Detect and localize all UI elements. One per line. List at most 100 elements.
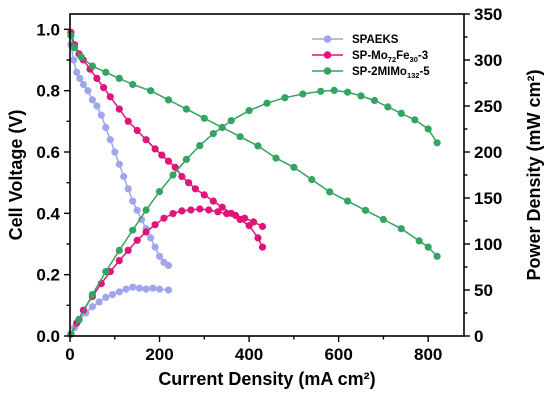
sp-2mimo132-5-power-point xyxy=(209,130,217,138)
sp-2mimo132-5-power-point xyxy=(281,94,289,102)
left-y-tick-label: 1.0 xyxy=(36,20,60,39)
left-y-tick-label: 0.2 xyxy=(36,266,60,285)
spaeks-voltage-point xyxy=(84,87,92,95)
legend: SPAEKS SP-Mo72Fe30-3 SP-2MIMo132-5 xyxy=(312,34,430,80)
sp-2mimo132-5-power-point xyxy=(397,109,405,117)
sp-2mimo132-5-voltage-point xyxy=(344,197,352,205)
sp-2mimo132-5-power-series xyxy=(67,86,441,338)
spaeks-voltage-point xyxy=(120,172,128,181)
left-y-tick-label: 0.8 xyxy=(36,82,60,101)
spaeks-voltage-point xyxy=(76,74,84,82)
sp-2mimo132-5-power-point xyxy=(370,96,379,105)
sp-mo72fe30-3-voltage-point xyxy=(133,126,141,135)
sp-2mimo132-5-voltage-point xyxy=(379,215,387,224)
sp-2mimo132-5-power-point xyxy=(330,86,338,94)
legend-item-sp-2mimo132-5: SP-2MIMo132-5 xyxy=(312,66,430,80)
sp-mo72fe30-3-power-line xyxy=(70,208,263,335)
sp-2mimo132-5-voltage-point xyxy=(88,62,96,70)
left-y-tick-label: 0.4 xyxy=(36,204,60,223)
sp-mo72fe30-3-voltage-point xyxy=(93,74,101,82)
spaeks-voltage-point xyxy=(151,243,159,251)
sp-2mimo132-5-voltage-point xyxy=(254,142,262,150)
spaeks-voltage-point xyxy=(164,261,173,270)
sp-2mimo132-5-power-point xyxy=(245,107,253,115)
sp-mo72fe30-3-voltage-point xyxy=(171,163,179,171)
sp-mo72fe30-3-power-point xyxy=(223,210,231,218)
spaeks-voltage-point xyxy=(133,206,141,214)
spaeks-voltage-point xyxy=(155,252,164,260)
sp-mo72fe30-3-power-point xyxy=(241,214,249,222)
sp-2mimo132-5-voltage-point xyxy=(397,225,405,233)
sp-mo72fe30-3-voltage-point xyxy=(151,145,159,153)
sp-2mimo132-5-power-point xyxy=(142,206,150,214)
right-y-axis-title: Power Density (mW cm²) xyxy=(524,69,544,280)
right-y-tick-label: 50 xyxy=(474,281,493,300)
spaeks-power-point xyxy=(155,285,164,293)
sp-mo72fe30-3-power-point xyxy=(187,206,195,214)
sp-mo72fe30-3-power-point xyxy=(115,257,123,265)
x-tick-label: 800 xyxy=(414,345,442,364)
sp-2mimo132-5-power-point xyxy=(384,103,392,111)
spaeks-power-point xyxy=(149,284,157,292)
sp-mo72fe30-3-voltage-point xyxy=(178,172,186,181)
sp-mo72fe30-3-power-point xyxy=(258,222,267,231)
sp-mo72fe30-3-voltage-point xyxy=(218,203,226,211)
spaeks-power-point xyxy=(95,298,103,306)
right-y-tick-label: 100 xyxy=(474,235,502,254)
sp-2mimo132-5-power-point xyxy=(102,268,110,276)
x-tick-label: 0 xyxy=(65,345,74,364)
spaeks-power-point xyxy=(122,285,130,293)
sp-mo72fe30-3-power-point xyxy=(178,207,186,215)
series-layer xyxy=(67,28,441,338)
spaeks-voltage-point xyxy=(93,102,101,110)
right-y-tick-label: 0 xyxy=(474,327,483,346)
x-tick-label: 400 xyxy=(235,345,263,364)
spaeks-voltage-point xyxy=(111,148,119,156)
sp-mo72fe30-3-power-series xyxy=(67,205,267,338)
sp-2mimo132-5-voltage-point xyxy=(67,31,75,40)
spaeks-voltage-point xyxy=(106,136,114,144)
left-y-tick-label: 0.0 xyxy=(36,327,60,346)
sp-mo72fe30-3-power-point xyxy=(232,211,240,220)
sp-mo72fe30-3-voltage-point xyxy=(124,117,132,125)
sp-mo72fe30-3-voltage-point xyxy=(142,136,150,144)
sp-2mimo132-5-voltage-series xyxy=(67,31,441,260)
sp-2mimo132-5-power-point xyxy=(357,92,365,100)
sp-2mimo132-5-power-point xyxy=(182,155,190,163)
spaeks-power-point xyxy=(88,303,96,311)
sp-2mimo132-5-voltage-point xyxy=(129,80,137,89)
legend-label-sp-mo72fe30-3: SP-Mo72Fe30-3 xyxy=(352,50,428,64)
sp-2mimo132-5-voltage-point xyxy=(70,44,79,52)
spaeks-voltage-point xyxy=(88,96,96,104)
sp-2mimo132-5-power-point xyxy=(88,291,96,299)
legend-label-spaeks: SPAEKS xyxy=(352,34,399,46)
sp-mo72fe30-3-voltage-point xyxy=(115,105,123,113)
sp-mo72fe30-3-voltage-point xyxy=(164,157,173,165)
spaeks-voltage-point xyxy=(138,215,146,224)
legend-item-spaeks: SPAEKS xyxy=(312,34,399,46)
sp-2mimo132-5-voltage-point xyxy=(424,243,432,251)
sp-2mimo132-5-voltage-point xyxy=(236,133,244,141)
sp-2mimo132-5-voltage-point xyxy=(415,237,423,245)
sp-mo72fe30-3-voltage-point xyxy=(209,197,217,205)
spaeks-voltage-series xyxy=(67,41,173,270)
x-axis-title: Current Density (mA cm²) xyxy=(158,369,375,389)
ticks-layer: 0 200 400 600 800 0.0 0.2 0.4 0.6 0.8 1.0 0 50 100 150… xyxy=(36,5,502,364)
sp-mo72fe30-3-voltage-point xyxy=(254,234,262,242)
spaeks-voltage-point xyxy=(124,185,132,193)
sp-mo72fe30-3-voltage-point xyxy=(200,191,208,199)
right-y-tick-label: 150 xyxy=(474,189,502,208)
sp-mo72fe30-3-voltage-point xyxy=(191,185,199,193)
sp-2mimo132-5-power-point xyxy=(115,246,123,254)
sp-2mimo132-5-voltage-point xyxy=(433,252,441,260)
sp-mo72fe30-3-power-point xyxy=(205,206,213,214)
legend-label-sp-2mimo132-5: SP-2MIMo132-5 xyxy=(352,66,430,80)
left-y-tick-label: 0.6 xyxy=(36,143,60,162)
spaeks-voltage-point xyxy=(73,68,81,76)
sp-mo72fe30-3-power-point xyxy=(250,218,258,226)
sp-2mimo132-5-voltage-point xyxy=(308,176,316,184)
spaeks-power-point xyxy=(115,288,123,296)
sp-2mimo132-5-power-point xyxy=(263,99,271,107)
